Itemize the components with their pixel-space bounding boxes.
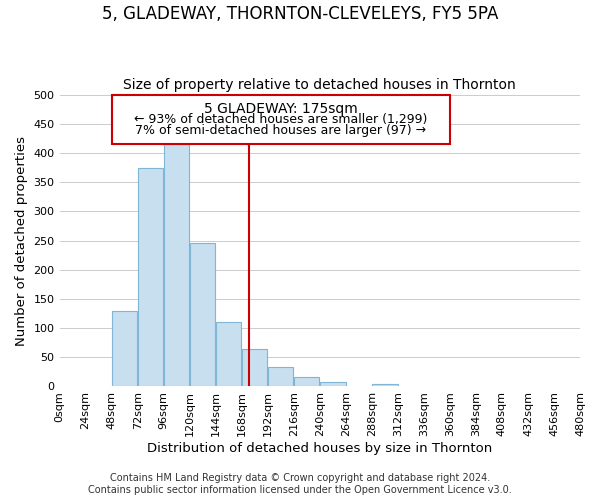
- Text: 7% of semi-detached houses are larger (97) →: 7% of semi-detached houses are larger (9…: [135, 124, 426, 136]
- Bar: [190, 244, 215, 386]
- Text: 5, GLADEWAY, THORNTON-CLEVELEYS, FY5 5PA: 5, GLADEWAY, THORNTON-CLEVELEYS, FY5 5PA: [102, 5, 498, 23]
- Bar: [164, 144, 190, 386]
- Bar: [216, 322, 241, 386]
- Bar: [320, 382, 346, 386]
- Bar: [372, 384, 398, 386]
- FancyBboxPatch shape: [112, 94, 450, 144]
- Text: Contains HM Land Registry data © Crown copyright and database right 2024.
Contai: Contains HM Land Registry data © Crown c…: [88, 474, 512, 495]
- Title: Size of property relative to detached houses in Thornton: Size of property relative to detached ho…: [124, 78, 516, 92]
- X-axis label: Distribution of detached houses by size in Thornton: Distribution of detached houses by size …: [147, 442, 493, 455]
- Bar: [242, 348, 268, 387]
- Y-axis label: Number of detached properties: Number of detached properties: [15, 136, 28, 346]
- Text: 5 GLADEWAY: 175sqm: 5 GLADEWAY: 175sqm: [204, 102, 358, 116]
- Bar: [294, 376, 319, 386]
- Bar: [112, 310, 137, 386]
- Bar: [268, 367, 293, 386]
- Text: ← 93% of detached houses are smaller (1,299): ← 93% of detached houses are smaller (1,…: [134, 113, 427, 126]
- Bar: [138, 168, 163, 386]
